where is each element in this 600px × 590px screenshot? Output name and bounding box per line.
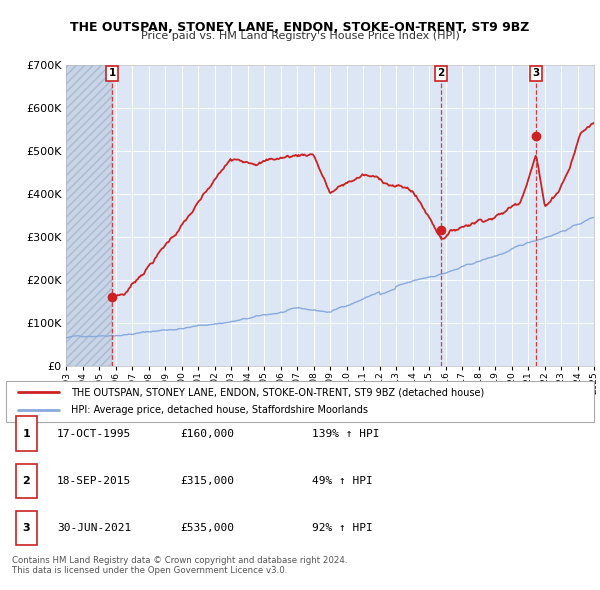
Text: 1: 1 [109, 68, 116, 78]
Text: £315,000: £315,000 [180, 476, 234, 486]
Text: THE OUTSPAN, STONEY LANE, ENDON, STOKE-ON-TRENT, ST9 9BZ (detached house): THE OUTSPAN, STONEY LANE, ENDON, STOKE-O… [71, 387, 484, 397]
Text: 3: 3 [23, 523, 30, 533]
Text: 3: 3 [532, 68, 540, 78]
Text: 49% ↑ HPI: 49% ↑ HPI [312, 476, 373, 486]
Text: 2: 2 [23, 476, 30, 486]
Text: 92% ↑ HPI: 92% ↑ HPI [312, 523, 373, 533]
Text: 30-JUN-2021: 30-JUN-2021 [57, 523, 131, 533]
Text: 1: 1 [23, 429, 30, 438]
Text: £535,000: £535,000 [180, 523, 234, 533]
Text: 139% ↑ HPI: 139% ↑ HPI [312, 429, 380, 438]
Text: 18-SEP-2015: 18-SEP-2015 [57, 476, 131, 486]
Text: Contains HM Land Registry data © Crown copyright and database right 2024.
This d: Contains HM Land Registry data © Crown c… [12, 556, 347, 575]
Text: 2: 2 [437, 68, 445, 78]
Text: THE OUTSPAN, STONEY LANE, ENDON, STOKE-ON-TRENT, ST9 9BZ: THE OUTSPAN, STONEY LANE, ENDON, STOKE-O… [70, 21, 530, 34]
Text: 17-OCT-1995: 17-OCT-1995 [57, 429, 131, 438]
Text: Price paid vs. HM Land Registry's House Price Index (HPI): Price paid vs. HM Land Registry's House … [140, 31, 460, 41]
Text: £160,000: £160,000 [180, 429, 234, 438]
Text: HPI: Average price, detached house, Staffordshire Moorlands: HPI: Average price, detached house, Staf… [71, 405, 368, 415]
